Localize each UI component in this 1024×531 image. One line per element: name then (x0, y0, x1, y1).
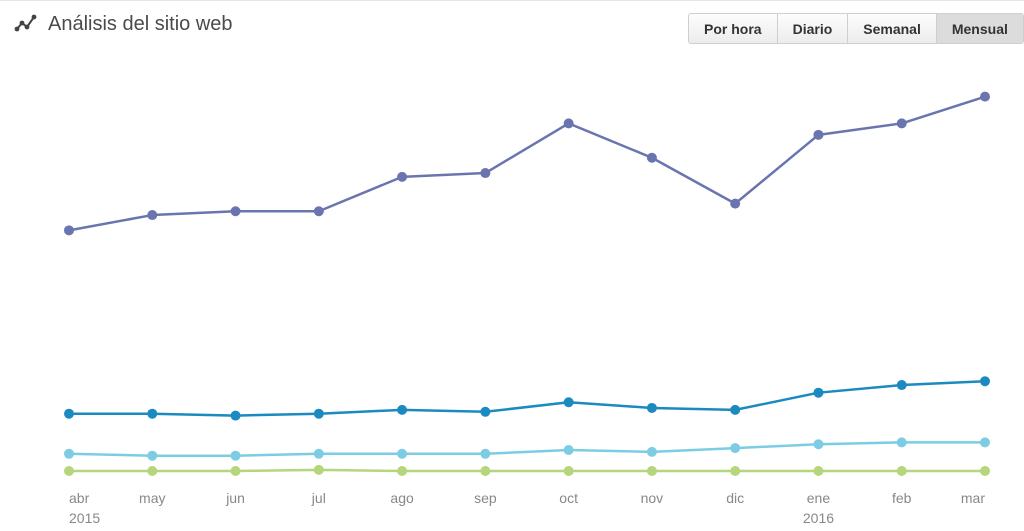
data-point-s4-feb (896, 466, 907, 476)
data-point-s3-jul (313, 448, 324, 459)
line-chart-icon (14, 14, 37, 32)
data-point-s1-abr (64, 225, 74, 236)
x-tick-label-nov: nov (641, 490, 664, 506)
x-tick-label-ago: ago (390, 490, 414, 506)
x-tick-label-sep: sep (474, 490, 497, 506)
x-tick-label-mar: mar (961, 490, 985, 506)
data-point-s4-nov (646, 466, 657, 476)
btn-por-hora[interactable]: Por hora (689, 14, 778, 43)
data-point-s2-jul (313, 408, 324, 419)
data-point-s4-mar (980, 466, 990, 476)
data-point-s3-abr (64, 448, 74, 459)
series-line-1 (68, 95, 986, 232)
data-point-s1-jul (313, 206, 324, 217)
x-tick-label-abr: abr (69, 490, 90, 506)
data-point-s2-ene (813, 387, 824, 398)
data-point-s4-jun (230, 466, 241, 476)
data-point-s4-ene (813, 466, 824, 476)
data-point-s2-oct (563, 397, 574, 408)
data-point-s1-ene (813, 129, 824, 140)
data-point-s1-may (147, 210, 158, 221)
data-point-s1-oct (563, 118, 574, 129)
data-point-s3-ene (813, 439, 824, 450)
data-point-s4-dic (730, 466, 741, 476)
x-year-label-2016: 2016 (803, 510, 834, 526)
data-point-s2-mar (980, 376, 990, 387)
data-point-s1-mar (980, 91, 990, 102)
data-point-s2-dic (730, 404, 741, 415)
data-point-s3-oct (563, 444, 574, 455)
x-tick-label-oct: oct (559, 490, 578, 506)
data-point-s3-nov (646, 446, 657, 457)
page-title: Análisis del sitio web (48, 12, 233, 35)
data-point-s2-jun (230, 410, 241, 421)
series-line-2 (69, 379, 986, 417)
data-point-s4-jul (313, 464, 324, 475)
x-tick-label-may: may (139, 490, 165, 506)
btn-diario[interactable]: Diario (777, 14, 849, 43)
data-point-s4-sep (480, 466, 491, 476)
series-line-3 (68, 441, 985, 457)
data-point-s4-abr (64, 466, 74, 476)
data-point-s1-ago (397, 171, 408, 182)
x-tick-label-dic: dic (726, 490, 744, 506)
data-point-s3-feb (896, 437, 907, 448)
data-point-s3-mar (980, 437, 990, 448)
data-point-s3-dic (730, 443, 741, 454)
series-line-4 (69, 468, 985, 473)
data-point-s3-ago (397, 448, 408, 459)
data-point-s3-sep (480, 448, 491, 459)
data-point-s4-ago (397, 466, 408, 476)
data-point-s3-jun (230, 450, 241, 461)
data-point-s4-may (147, 466, 158, 476)
data-point-s3-may (147, 450, 158, 461)
data-point-s1-nov (646, 152, 657, 163)
range-selector: Por hora Diario Semanal Mensual (688, 13, 1024, 44)
data-point-s2-sep (480, 406, 491, 417)
top-divider (0, 0, 1024, 1)
btn-semanal[interactable]: Semanal (848, 14, 937, 43)
x-year-label-2015: 2015 (69, 510, 100, 526)
data-point-s2-ago (397, 404, 408, 415)
data-point-s2-nov (646, 402, 657, 413)
data-point-s1-sep (480, 168, 491, 179)
data-point-s4-oct (563, 466, 574, 476)
data-point-s1-feb (896, 118, 907, 129)
data-point-s1-jun (230, 206, 241, 217)
data-point-s2-may (147, 408, 158, 419)
x-tick-label-ene: ene (807, 490, 831, 506)
btn-mensual[interactable]: Mensual (936, 14, 1023, 43)
header: Análisis del sitio web (14, 12, 233, 36)
data-point-s2-feb (896, 380, 907, 391)
x-tick-label-feb: feb (892, 490, 912, 506)
x-tick-label-jul: jul (311, 490, 326, 506)
x-tick-label-jun: jun (225, 490, 245, 506)
data-point-s1-dic (730, 198, 741, 209)
data-point-s2-abr (64, 408, 74, 419)
